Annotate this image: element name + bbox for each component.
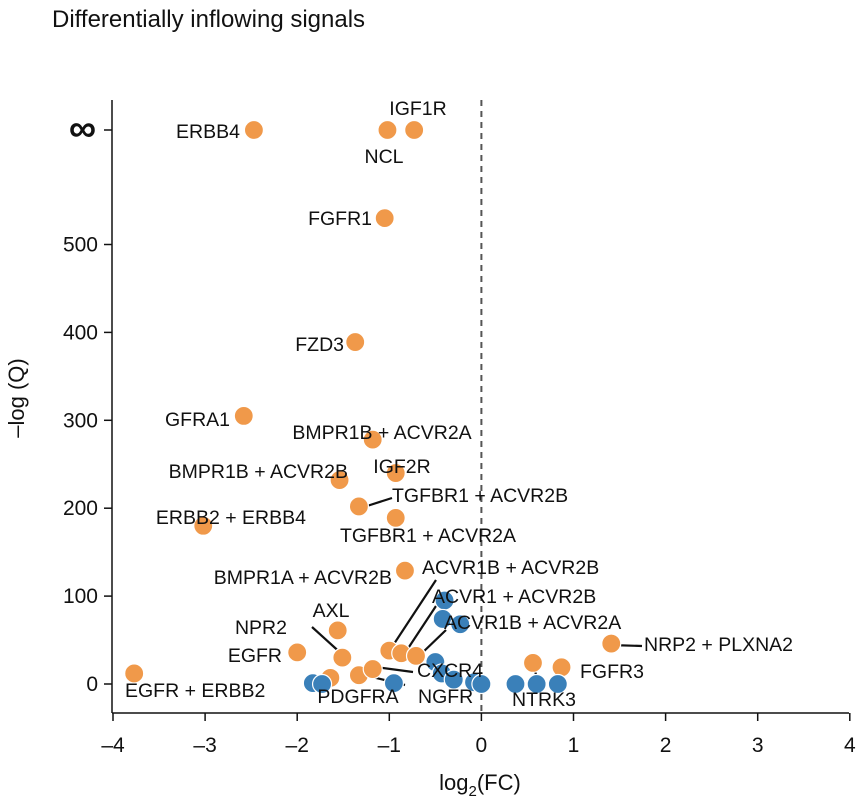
blue-data-point (505, 673, 526, 695)
orange-data-point (601, 633, 622, 654)
chart-title: Differentially inflowing signals (52, 6, 366, 33)
point-label: GFRA1 (165, 409, 230, 431)
leader-lines (311, 496, 643, 687)
point-label: PDGFRA (317, 686, 398, 708)
leader-line (389, 579, 437, 651)
blue-data-point (547, 673, 568, 695)
x-axis-label: log2(FC) (439, 770, 521, 800)
orange-data-point (404, 119, 425, 141)
point-label: NRP2 + PLXNA2 (644, 634, 793, 656)
point-label: NTRK3 (512, 689, 576, 711)
blue-data-point (311, 673, 333, 695)
orange-data-point (551, 657, 572, 678)
x-tick-label: 4 (844, 734, 856, 757)
x-tick-label: –4 (101, 734, 125, 757)
y-tick-label: 500 (63, 234, 98, 257)
blue-data-point (443, 669, 464, 690)
x-tick-label: 3 (752, 734, 764, 757)
point-label: ERBB4 (176, 121, 240, 143)
orange-data-point (329, 469, 350, 491)
point-label: ERBB2 + ERBB4 (156, 507, 306, 529)
y-tick-label: 300 (63, 409, 98, 432)
leader-line (404, 605, 437, 654)
orange-data-point (332, 647, 353, 668)
point-label: ACVR1B + ACVR2A (444, 612, 621, 634)
y-tick-label: 100 (63, 585, 98, 608)
point-label: BMPR1B + ACVR2B (169, 461, 348, 483)
point-label: TGFBR1 + ACVR2A (340, 525, 516, 547)
blue-data-point (383, 673, 405, 694)
point-label: TGFBR1 + ACVR2B (392, 485, 568, 507)
x-tick-label: 0 (476, 734, 488, 757)
x-tick-label: 2 (660, 734, 672, 757)
orange-data-point (385, 507, 406, 528)
orange-data-point (362, 658, 383, 680)
leader-line (366, 496, 393, 508)
orange-data-point (124, 663, 145, 684)
point-label: BMPR1A + ACVR2B (214, 567, 392, 589)
x-axis-label-subscript: 2 (469, 783, 477, 800)
y-tick-label: 0 (86, 673, 98, 696)
y-tick-label-infinity: ∞ (69, 108, 96, 150)
point-label: ACVR1B + ACVR2B (422, 557, 599, 579)
orange-data-point (345, 331, 366, 353)
data-points (124, 119, 622, 695)
y-tick-label: 400 (63, 321, 98, 344)
x-tick-label: –2 (286, 734, 309, 757)
point-label: ACVR1 + ACVR2B (432, 586, 596, 608)
point-label: IGF1R (389, 98, 446, 120)
point-label: NCL (364, 146, 403, 168)
blue-data-point (471, 673, 492, 695)
point-label: FGFR3 (580, 661, 644, 683)
blue-data-point (450, 614, 471, 635)
orange-data-point (394, 560, 416, 581)
orange-data-point (327, 620, 348, 641)
blue-data-point (526, 673, 547, 695)
orange-data-point (377, 119, 398, 141)
orange-data-point (233, 405, 254, 427)
orange-data-point (374, 208, 395, 229)
point-label: NGFR (418, 686, 473, 708)
y-tick-label: 200 (63, 497, 98, 520)
point-label: NPR2 (235, 617, 287, 639)
point-label: BMPR1B + ACVR2A (292, 422, 471, 444)
point-label: EGFR + ERBB2 (125, 680, 265, 702)
point-label: FGFR1 (308, 208, 372, 230)
y-axis-label: –log (Q) (4, 358, 29, 437)
point-label: AXL (313, 600, 350, 622)
x-tick-label: –1 (378, 734, 401, 757)
x-tick-label: 1 (568, 734, 580, 757)
orange-data-point (405, 645, 427, 666)
x-axis-label-base: log (439, 770, 468, 795)
point-labels: ERBB4 IGF1R NCL FGFR1 FZD3 GFRA1 BMPR1B + ACVR… (125, 98, 793, 711)
x-tick-label: –3 (193, 734, 216, 757)
axes: –4 –3 –2 –1 0 1 2 3 4 0 100 200 300 400 500 ∞ (63, 100, 856, 757)
orange-data-point (287, 642, 308, 663)
point-label: CXCR4 (417, 660, 483, 682)
point-label: IGF2R (373, 456, 430, 478)
orange-data-point (522, 652, 544, 674)
orange-data-point (243, 119, 265, 141)
orange-data-point (193, 515, 214, 536)
orange-data-point (385, 462, 406, 484)
point-label: EGFR (228, 645, 282, 667)
orange-data-point (348, 496, 370, 517)
orange-data-point (362, 429, 383, 450)
x-axis-label-tail: (FC) (477, 770, 521, 795)
point-label: FZD3 (295, 334, 344, 356)
